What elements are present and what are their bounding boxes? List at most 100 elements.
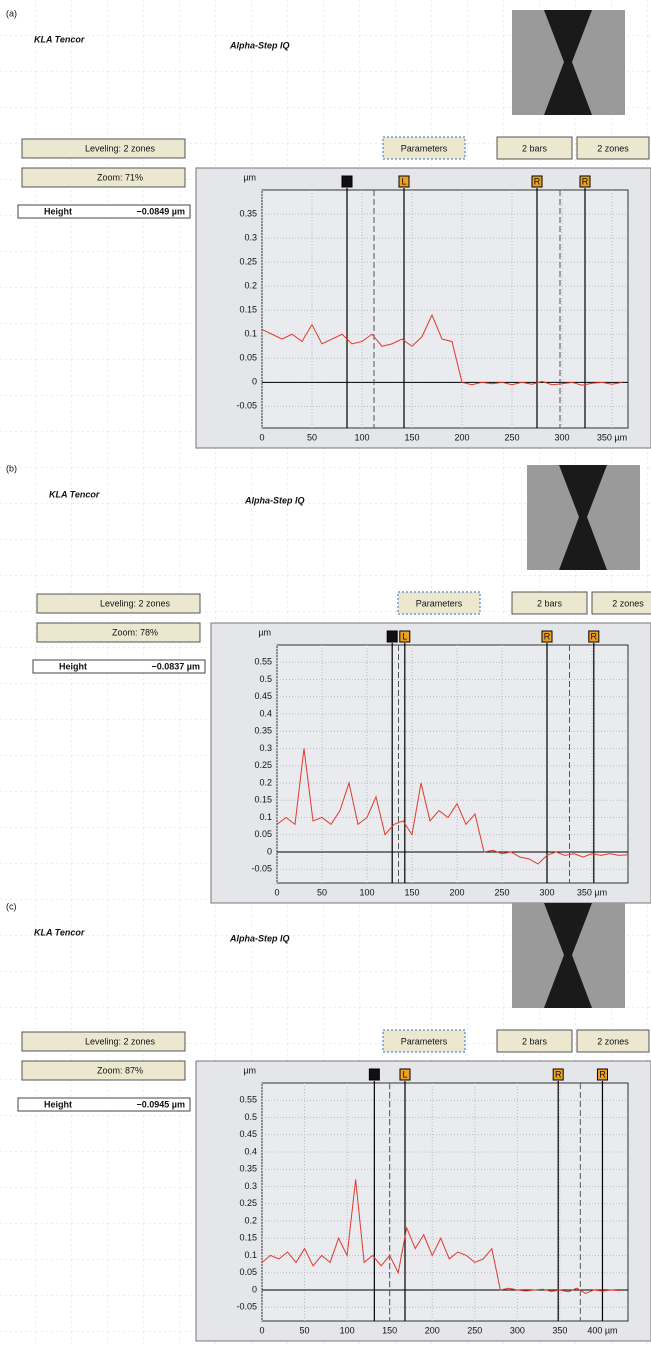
cursor-label: L — [401, 176, 406, 186]
cursor-label: R — [544, 631, 551, 641]
y-tick-label: 0.35 — [254, 726, 272, 736]
cursor-label: L — [372, 1069, 377, 1079]
button[interactable] — [496, 136, 573, 160]
button-label: Parameters — [401, 143, 448, 153]
profile-line — [276, 748, 629, 865]
cursor-marker — [541, 630, 553, 643]
plot-area — [261, 1082, 629, 1322]
leveling-box-text: Leveling: 2 zones — [100, 598, 171, 608]
y-axis-label: µm — [258, 627, 271, 637]
button-label: 2 bars — [537, 598, 563, 608]
x-tick-label: 350 µm — [597, 432, 627, 442]
y-tick-label: 0 — [252, 377, 257, 387]
y-tick-label: 0 — [267, 846, 272, 856]
button-label: 2 zones — [612, 598, 644, 608]
button[interactable] — [382, 136, 466, 160]
product-title: Alpha-Step IQ — [229, 40, 290, 50]
panel-label: (a) — [6, 8, 17, 18]
x-tick-label: 100 — [354, 432, 369, 442]
y-axis-label: µm — [243, 1065, 256, 1075]
y-tick-label: 0.4 — [259, 708, 272, 718]
button[interactable] — [511, 591, 588, 615]
cursor-marker — [399, 1068, 411, 1081]
height-label: Height — [44, 206, 72, 216]
cursor-marker — [399, 630, 411, 643]
x-tick-label: 200 — [449, 887, 464, 897]
y-tick-label: 0.4 — [244, 1146, 257, 1156]
x-tick-label: 300 — [554, 432, 569, 442]
leveling-box-text: Leveling: 2 zones — [85, 143, 156, 153]
cursor-marker — [398, 175, 410, 188]
plot-area — [261, 189, 629, 429]
cursor-label: R — [591, 631, 598, 641]
plot-area — [276, 644, 629, 884]
thumbnail-shape — [544, 10, 592, 115]
y-tick-label: 0.25 — [254, 760, 272, 770]
height-label: Height — [59, 661, 87, 671]
y-tick-label: -0.05 — [251, 864, 272, 874]
x-tick-label: 100 — [340, 1325, 355, 1335]
y-tick-label: 0.05 — [254, 829, 272, 839]
cursor-marker — [386, 630, 398, 643]
zoom-box — [21, 167, 186, 188]
thumbnail-shape — [544, 903, 592, 1008]
x-tick-label: 350 µm — [577, 887, 607, 897]
x-tick-label: 250 — [494, 887, 509, 897]
y-tick-label: 0.1 — [244, 329, 257, 339]
zoom-box — [21, 1060, 186, 1081]
x-tick-label: 400 µm — [587, 1325, 617, 1335]
x-tick-label: 200 — [454, 432, 469, 442]
y-tick-label: 0.2 — [244, 281, 257, 291]
cursor-marker — [596, 1068, 608, 1081]
profile-line — [261, 1179, 620, 1294]
x-tick-label: 0 — [259, 432, 264, 442]
x-tick-label: 0 — [259, 1325, 264, 1335]
y-tick-label: 0.55 — [239, 1095, 257, 1105]
zoom-box-text: Zoom: 71% — [97, 172, 143, 182]
profile-line — [261, 313, 623, 386]
cursor-label: L — [344, 176, 349, 186]
button[interactable] — [591, 591, 651, 615]
button[interactable] — [496, 1029, 573, 1053]
button[interactable] — [382, 1029, 466, 1053]
x-tick-label: 300 — [510, 1325, 525, 1335]
height-label: Height — [44, 1099, 72, 1109]
logo: KLA Tencor — [34, 34, 85, 44]
button[interactable] — [576, 136, 650, 160]
y-tick-label: 0.5 — [259, 674, 272, 684]
height-box — [17, 204, 191, 219]
cursor-marker — [531, 175, 543, 188]
cursor-label: L — [390, 631, 395, 641]
logo: KLA Tencor — [34, 927, 85, 937]
height-box — [32, 659, 206, 674]
product-title: Alpha-Step IQ — [244, 495, 305, 505]
button-label: 2 zones — [597, 1036, 629, 1046]
x-tick-label: 50 — [300, 1325, 310, 1335]
y-tick-label: -0.05 — [236, 401, 257, 411]
button[interactable] — [576, 1029, 650, 1053]
x-tick-label: 150 — [404, 432, 419, 442]
y-tick-label: 0.2 — [244, 1215, 257, 1225]
button-label: Parameters — [401, 1036, 448, 1046]
zoom-box-text: Zoom: 87% — [97, 1065, 143, 1075]
y-tick-label: 0.5 — [244, 1112, 257, 1122]
x-tick-label: 100 — [359, 887, 374, 897]
y-tick-label: 0.15 — [239, 305, 257, 315]
button-label: 2 bars — [522, 143, 548, 153]
x-tick-label: 150 — [382, 1325, 397, 1335]
y-tick-label: 0.2 — [259, 777, 272, 787]
x-tick-label: 300 — [539, 887, 554, 897]
panel-label: (b) — [6, 463, 17, 473]
y-tick-label: 0.05 — [239, 353, 257, 363]
leveling-box — [21, 1031, 186, 1052]
x-tick-label: 350 — [552, 1325, 567, 1335]
leveling-box — [21, 138, 186, 159]
y-tick-label: 0.1 — [244, 1250, 257, 1260]
x-tick-label: 0 — [274, 887, 279, 897]
y-tick-label: 0.15 — [239, 1233, 257, 1243]
y-tick-label: 0 — [252, 1284, 257, 1294]
logo: KLA Tencor — [49, 489, 100, 499]
y-tick-label: 0.35 — [239, 208, 257, 218]
button[interactable] — [397, 591, 481, 615]
